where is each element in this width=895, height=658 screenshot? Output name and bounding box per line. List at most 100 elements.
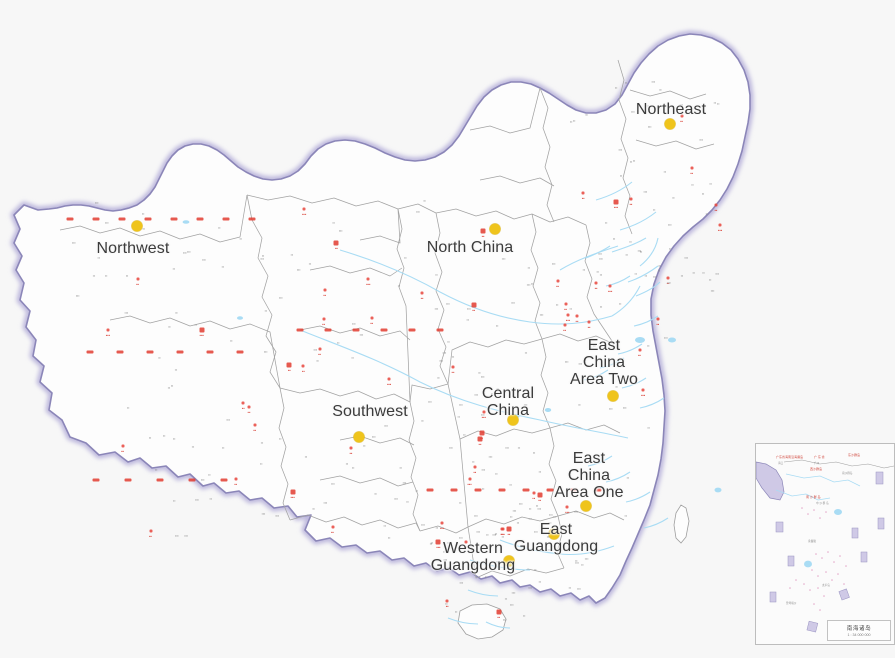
region-marker-central-china[interactable] (507, 414, 519, 426)
city-dot (479, 430, 485, 436)
region-marker-east-china-area-two[interactable] (607, 390, 619, 402)
region-label-northeast[interactable]: Northeast (635, 101, 707, 118)
city-label: ▪▪ (445, 603, 449, 609)
city-label: ▪▪ (447, 339, 450, 344)
region-marker-east-china-area-one[interactable] (580, 500, 592, 512)
city-label: ▪▪▪ (512, 509, 517, 514)
city-label: ▪▪ (435, 273, 438, 278)
city-label: ▪▪ (374, 491, 377, 496)
city-dot (92, 478, 100, 482)
city-dot (196, 217, 204, 221)
city-label: ▪▪ (174, 367, 178, 372)
city-label: ▪▪▪ (467, 481, 472, 487)
city-dot (594, 488, 602, 492)
region-label-southwest[interactable]: Southwest (332, 403, 408, 420)
city-label: ▪▪ (239, 237, 242, 242)
city-label: ▪▪ (351, 466, 355, 471)
city-label: ▪▪ (172, 436, 176, 441)
city-label: ▪▪ (443, 550, 446, 555)
city-label: ▪▪ (290, 252, 294, 257)
city-dot (176, 350, 184, 354)
city-dot (331, 525, 335, 529)
region-label-northwest[interactable]: Northwest (96, 240, 170, 257)
svg-text:西沙群岛: 西沙群岛 (810, 466, 822, 471)
city-label: ▪▪ (221, 445, 225, 450)
city-dot (220, 478, 228, 482)
city-label: ▪▪ (496, 386, 499, 391)
city-dot (474, 488, 482, 492)
region-marker-northwest[interactable] (131, 220, 143, 232)
region-label-north-china[interactable]: North China (426, 239, 514, 256)
city-label: ▪▪ (612, 236, 616, 241)
city-label: ▪▪ (451, 369, 455, 375)
city-dot (352, 328, 360, 332)
city-label: ▪▪ (618, 301, 622, 306)
region-marker-east-guangdong[interactable] (548, 528, 560, 540)
city-label: ▪▪▪ (679, 103, 684, 108)
south-china-sea-inset[interactable]: 广东省海南沿海诸岛 广 东 省 东沙群岛 西沙群岛 南 沙 群 岛 海口 广州 … (755, 443, 895, 645)
city-label: ▪▪ (692, 271, 695, 276)
city-label: ▪▪ (666, 280, 670, 286)
city-label: ▪▪▪ (175, 534, 179, 539)
city-label: ▪▪ (312, 507, 315, 512)
city-label: ▪▪ (253, 427, 257, 433)
city-label: ▪▪ (713, 100, 717, 105)
city-label: ▪▪ (528, 506, 532, 511)
city-dot (532, 491, 536, 495)
region-label-east-china-area-two[interactable]: East China Area Two (569, 337, 639, 388)
city-label: ▪▪ (454, 609, 458, 614)
city-label: ▪▪ (538, 497, 542, 503)
city-label: ▪▪▪ (575, 561, 579, 566)
city-label: ▪▪ (629, 160, 633, 165)
region-marker-north-china[interactable] (489, 223, 501, 235)
city-label: ▪▪▪ (302, 211, 307, 217)
province-borders (59, 59, 715, 579)
city-label: ▪▪ (421, 419, 424, 424)
city-label: ▪▪ (158, 356, 161, 361)
city-label: ▪▪ (172, 266, 175, 271)
city-label: ▪▪ (593, 344, 596, 349)
city-label: ▪▪ (484, 574, 488, 579)
region-marker-western-guangdong[interactable] (503, 555, 515, 567)
region-label-central-china[interactable]: Central China (481, 385, 535, 419)
city-dot (680, 114, 684, 118)
city-dot (322, 317, 326, 321)
region-label-east-guangdong[interactable]: East Guangdong (513, 521, 599, 555)
city-dot (566, 313, 570, 317)
city-label: ▪▪ (690, 170, 694, 176)
city-label: ▪▪▪ (449, 445, 453, 450)
city-label: ▪▪ (486, 533, 489, 538)
islands (457, 504, 690, 640)
region-marker-northeast[interactable] (664, 118, 676, 130)
city-label: ▪▪ (538, 580, 541, 585)
city-label: ▪▪▪ (313, 347, 318, 352)
city-label: ▪▪ (464, 544, 467, 550)
city-label: ▪▪ (420, 295, 424, 301)
city-dot (440, 521, 444, 525)
city-label: ▪▪▪ (105, 332, 111, 338)
city-label: ▪▪ (288, 367, 291, 373)
city-label: ▪▪▪ (613, 204, 619, 210)
city-label: ▪▪ (451, 561, 455, 566)
city-label: ▪▪ (331, 529, 334, 535)
city-label: ▪▪ (540, 541, 543, 546)
city-label: ▪▪▪ (434, 306, 439, 311)
city-label: ▪▪ (647, 425, 650, 430)
city-dot (323, 288, 327, 292)
city-dot (247, 405, 251, 409)
region-label-east-china-area-one[interactable]: East China Area One (554, 450, 624, 501)
city-dot (206, 350, 214, 354)
city-label: ▪▪▪ (260, 256, 264, 261)
city-label: ▪▪ (104, 273, 108, 278)
city-label: ▪▪ (575, 318, 579, 324)
city-label: ▪▪ (497, 614, 501, 620)
region-label-western-guangdong[interactable]: Western Guangdong (430, 540, 516, 574)
city-label: ▪▪ (191, 444, 195, 449)
city-dot (156, 478, 164, 482)
city-label: ▪▪ (447, 540, 450, 545)
region-marker-southwest[interactable] (353, 431, 365, 443)
city-label: ▪▪▪ (552, 515, 557, 520)
city-dot (501, 527, 505, 531)
svg-text:太平岛: 太平岛 (822, 583, 830, 587)
